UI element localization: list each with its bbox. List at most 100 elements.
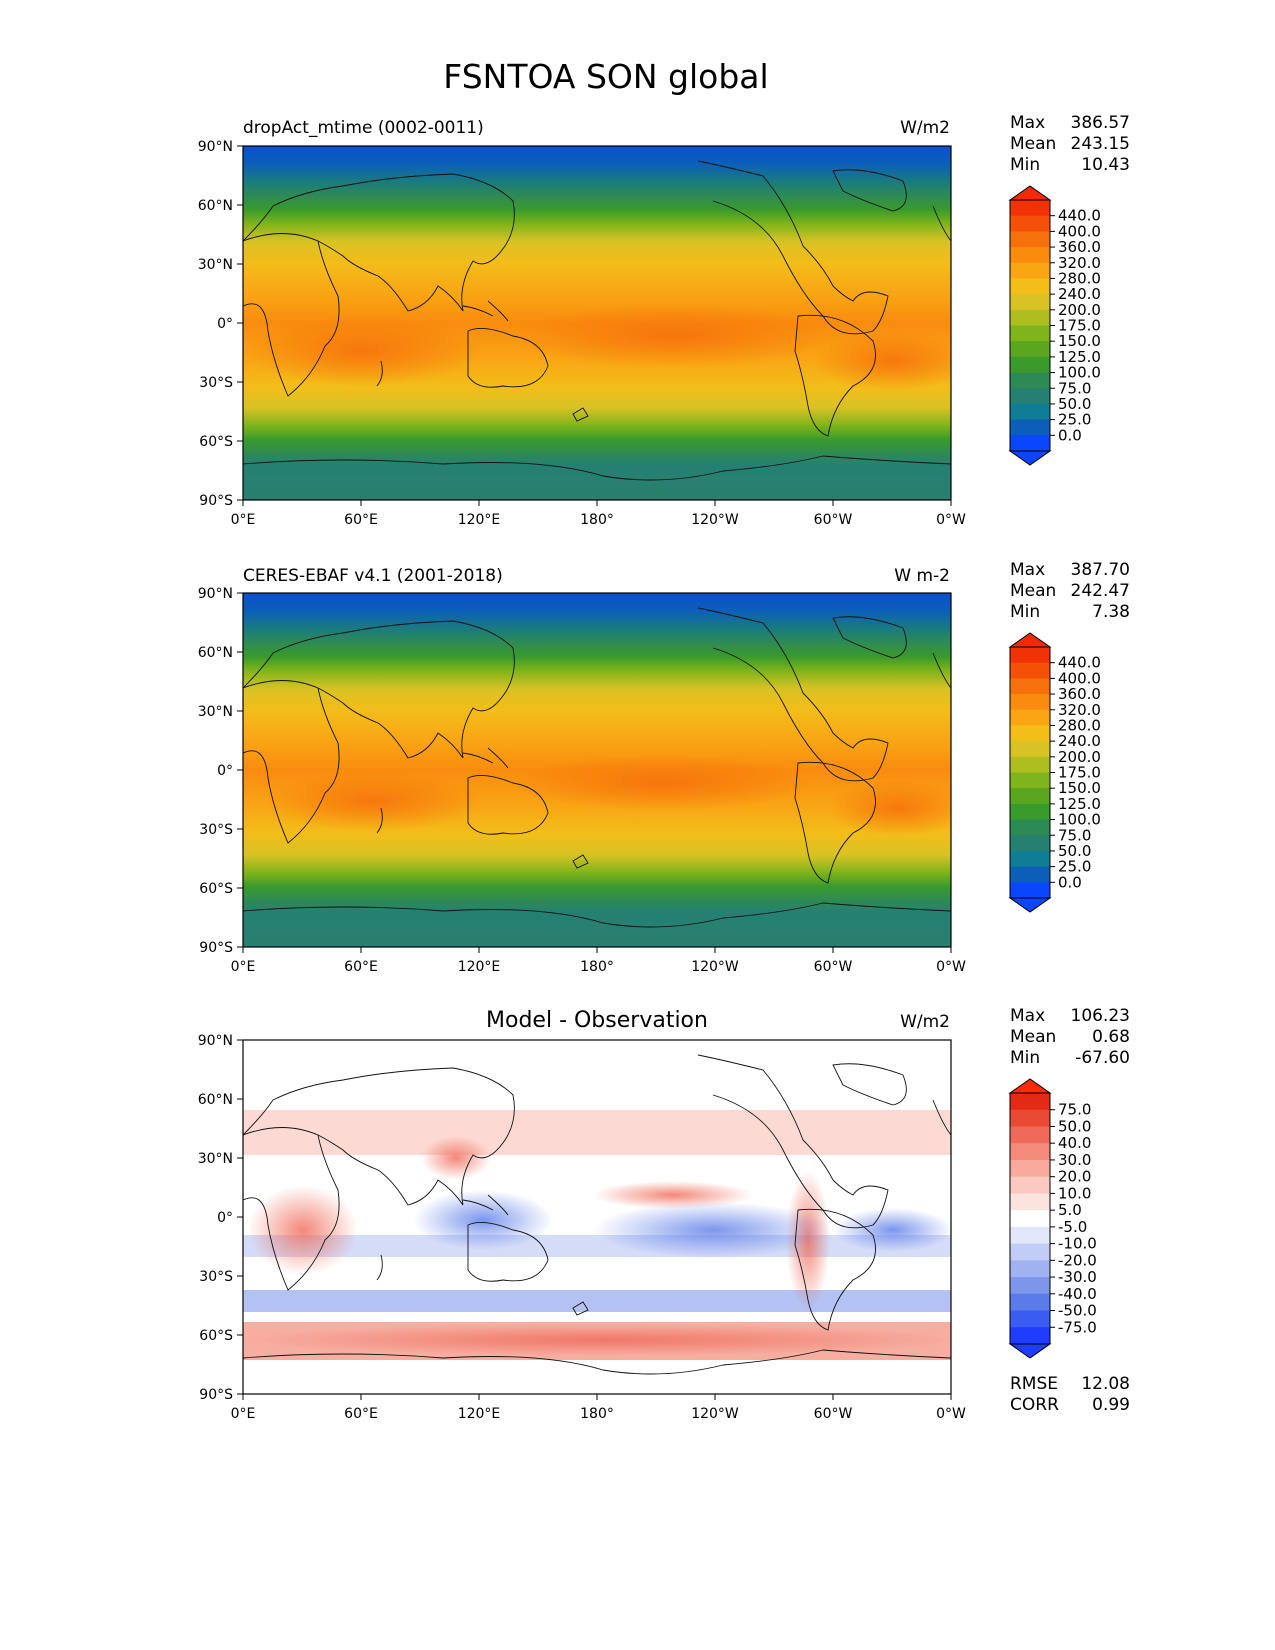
lat-tick-label: 60°N	[198, 1092, 233, 1108]
colorbar-level-label: 0.0	[1058, 873, 1082, 891]
colorbar-level-label: 25.0	[1058, 858, 1091, 876]
colorbar-segment	[1010, 662, 1050, 679]
lat-tick-label: 90°N	[198, 1033, 233, 1049]
stat-value: 10.43	[1081, 155, 1130, 175]
colorbar-segment	[1010, 1243, 1050, 1261]
colorbar-segment	[1010, 850, 1050, 868]
lat-tick-label: 0°	[217, 1210, 233, 1226]
colorbar-level-label: 320.0	[1058, 254, 1101, 272]
colorbar-level-label: 50.0	[1058, 842, 1091, 860]
stat-value: 242.47	[1071, 581, 1130, 601]
colorbar-level-label: 240.0	[1058, 285, 1101, 303]
lat-tick-label: 90°S	[199, 1387, 233, 1403]
colorbar-segment	[1010, 278, 1050, 295]
lon-tick-label: 0°W	[936, 512, 966, 528]
colorbar-segment	[1010, 835, 1050, 852]
colorbar-segment	[1010, 1176, 1050, 1194]
colorbar-segment	[1010, 419, 1050, 436]
lon-tick-label: 120°E	[458, 959, 501, 975]
colorbar-segment	[1010, 1210, 1050, 1228]
panel-label: CERES-EBAF v4.1 (2001-2018)	[243, 566, 503, 586]
lon-tick-label: 0°E	[231, 1406, 256, 1422]
colorbar-segment	[1010, 294, 1050, 311]
colorbar-segment	[1010, 647, 1050, 664]
warm-region-indian	[243, 316, 483, 386]
colorbar-segment	[1010, 388, 1050, 405]
colorbar-segment	[1010, 788, 1050, 805]
lat-tick-label: 90°N	[198, 139, 233, 155]
lat-tick-label: 60°N	[198, 645, 233, 661]
panel-heading: Model - Observation	[486, 1008, 708, 1033]
colorbar-level-label: 175.0	[1058, 764, 1101, 782]
colorbar-frame	[1009, 1092, 1051, 1345]
lat-tick-label: 30°N	[198, 257, 233, 273]
stat-name: Mean	[1010, 581, 1056, 601]
colorbar-segment	[1010, 1310, 1050, 1328]
colorbar-level-label: 400.0	[1058, 669, 1101, 687]
lon-tick-label: 0°E	[231, 959, 256, 975]
colorbar-over-triangle	[1008, 632, 1052, 648]
lon-tick-label: 180°	[580, 512, 614, 528]
colorbar-segment	[1010, 356, 1050, 374]
colorbar-level-label: 240.0	[1058, 732, 1101, 750]
colorbar-under-triangle	[1008, 450, 1052, 466]
lat-tick-label: 60°N	[198, 198, 233, 214]
colorbar-level-label: 125.0	[1058, 348, 1101, 366]
stat-value: 12.08	[1081, 1374, 1130, 1394]
colorbar-segment	[1010, 325, 1050, 342]
warm-region-pacific	[513, 755, 813, 811]
lat-tick-label: 90°S	[199, 493, 233, 509]
lon-tick-label: 120°W	[691, 512, 739, 528]
lon-tick-label: 180°	[580, 959, 614, 975]
colorbar-segment	[1010, 200, 1050, 217]
stat-name: Max	[1010, 1006, 1045, 1026]
colorbar-segment	[1010, 309, 1050, 326]
colorbar-segment	[1010, 725, 1050, 742]
colorbar-segment	[1010, 341, 1050, 358]
lat-tick-label: 90°N	[198, 586, 233, 602]
colorbar-level-label: 150.0	[1058, 779, 1101, 797]
lon-tick-label: 60°E	[344, 1406, 378, 1422]
colorbar-segment	[1010, 403, 1050, 421]
colorbar-segment	[1010, 231, 1050, 248]
colorbar-level-label: 440.0	[1058, 654, 1101, 672]
lat-tick-label: 30°S	[199, 822, 233, 838]
panel-observation: CERES-EBAF v4.1 (2001-2018) W m-2 90°N 60…	[198, 560, 1130, 975]
colorbar-level-label: 10.0	[1058, 1184, 1091, 1202]
colorbar-segment	[1010, 772, 1050, 789]
colorbar-level-label: 40.0	[1058, 1134, 1091, 1152]
lon-tick-label: 0°W	[936, 1406, 966, 1422]
anomaly-blue-pacific	[593, 1202, 833, 1258]
colorbar-level-label: 320.0	[1058, 701, 1101, 719]
stat-name: Max	[1010, 560, 1045, 580]
colorbar-level-label: 75.0	[1058, 826, 1091, 844]
colorbar-level-label: -40.0	[1058, 1285, 1097, 1303]
colorbar-segment	[1010, 262, 1050, 279]
stat-name: Max	[1010, 113, 1045, 133]
colorbar-segment	[1010, 709, 1050, 726]
colorbar-level-label: 30.0	[1058, 1151, 1091, 1169]
colorbar-level-label: 125.0	[1058, 795, 1101, 813]
colorbar-level-label: 400.0	[1058, 222, 1101, 240]
warm-region-atlantic	[813, 331, 951, 391]
colorbar-level-label: 100.0	[1058, 811, 1101, 829]
stat-value: 387.70	[1071, 560, 1130, 580]
lon-tick-label: 60°E	[344, 512, 378, 528]
colorbar-level-label: -50.0	[1058, 1302, 1097, 1320]
anomaly-blue-maritime	[413, 1190, 553, 1250]
colorbar-level-label: -20.0	[1058, 1251, 1097, 1269]
panel-model: dropAct_mtime (0002-0011) W/m2 90°N 60°N 3…	[198, 113, 1130, 528]
colorbar-level-label: 5.0	[1058, 1201, 1082, 1219]
stat-name: Mean	[1010, 134, 1056, 154]
map-plot	[242, 145, 952, 501]
colorbar-level-label: 200.0	[1058, 748, 1101, 766]
lon-tick-label: 60°E	[344, 959, 378, 975]
anomaly-band-southern-blue	[243, 1290, 951, 1312]
map-plot	[242, 1039, 952, 1395]
colorbar-level-label: 150.0	[1058, 332, 1101, 350]
lat-tick-label: 30°N	[198, 704, 233, 720]
colorbar-segment	[1010, 372, 1050, 389]
lat-tick-label: 30°S	[199, 1269, 233, 1285]
colorbar-segment	[1010, 1327, 1050, 1345]
colorbar-segment	[1010, 1143, 1050, 1161]
